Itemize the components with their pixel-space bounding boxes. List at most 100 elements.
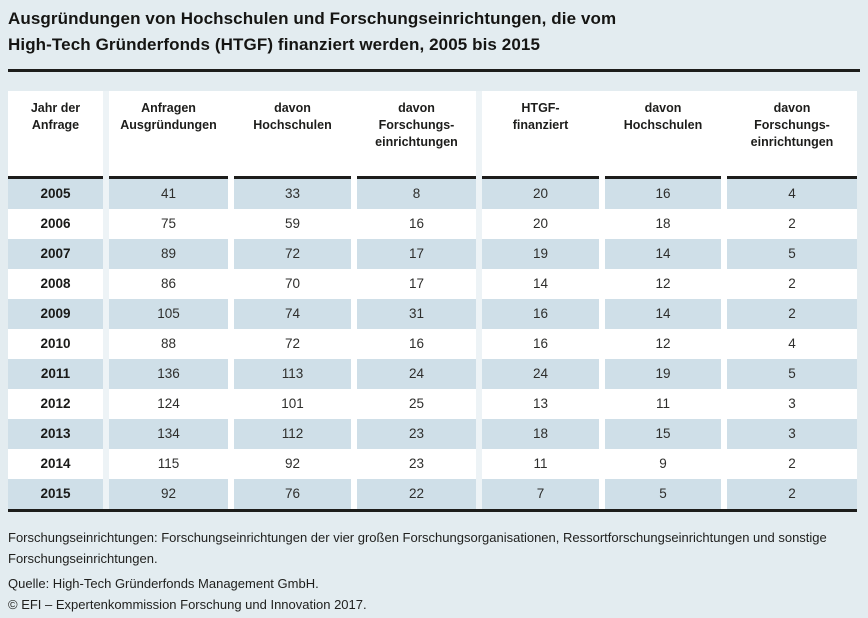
data-table: Jahr der Anfrage Anfragen Ausgründungen …: [8, 91, 857, 512]
year-cell: 2013: [8, 419, 103, 449]
value-cell: 5: [605, 479, 721, 509]
table-body: 2005 41 33 8 20 16 4 2006 75 59 16 20 18 2 2007 89 72 17 1…: [8, 179, 857, 509]
table-row-2005: 2005 41 33 8 20 16 4: [8, 179, 857, 209]
value-cell: 20: [482, 179, 599, 209]
value-cell: 16: [482, 299, 599, 329]
value-cell: 92: [234, 449, 351, 479]
value-cell: 59: [234, 209, 351, 239]
table-row-2007: 2007 89 72 17 19 14 5: [8, 239, 857, 269]
year-cell: 2008: [8, 269, 103, 299]
value-cell: 18: [605, 209, 721, 239]
value-cell: 5: [727, 239, 857, 269]
year-cell: 2010: [8, 329, 103, 359]
value-cell: 105: [109, 299, 228, 329]
year-cell: 2005: [8, 179, 103, 209]
year-cell: 2011: [8, 359, 103, 389]
value-cell: 86: [109, 269, 228, 299]
value-cell: 15: [605, 419, 721, 449]
value-cell: 17: [357, 239, 476, 269]
value-cell: 115: [109, 449, 228, 479]
value-cell: 16: [357, 329, 476, 359]
value-cell: 41: [109, 179, 228, 209]
value-cell: 14: [482, 269, 599, 299]
table-header-row: Jahr der Anfrage Anfragen Ausgründungen …: [8, 91, 857, 179]
value-cell: 2: [727, 299, 857, 329]
year-cell: 2012: [8, 389, 103, 419]
value-cell: 2: [727, 479, 857, 509]
value-cell: 72: [234, 329, 351, 359]
value-cell: 19: [605, 359, 721, 389]
value-cell: 16: [605, 179, 721, 209]
value-cell: 19: [482, 239, 599, 269]
value-cell: 12: [605, 329, 721, 359]
value-cell: 11: [482, 449, 599, 479]
value-cell: 11: [605, 389, 721, 419]
table-row-2014: 2014 115 92 23 11 9 2: [8, 449, 857, 479]
year-cell: 2015: [8, 479, 103, 509]
value-cell: 76: [234, 479, 351, 509]
value-cell: 74: [234, 299, 351, 329]
value-cell: 14: [605, 299, 721, 329]
table-row-2008: 2008 86 70 17 14 12 2: [8, 269, 857, 299]
table-row-2011: 2011 136 113 24 24 19 5: [8, 359, 857, 389]
value-cell: 23: [357, 449, 476, 479]
value-cell: 70: [234, 269, 351, 299]
table-row-2009: 2009 105 74 31 16 14 2: [8, 299, 857, 329]
value-cell: 16: [482, 329, 599, 359]
year-cell: 2007: [8, 239, 103, 269]
value-cell: 3: [727, 389, 857, 419]
value-cell: 134: [109, 419, 228, 449]
value-cell: 113: [234, 359, 351, 389]
year-cell: 2006: [8, 209, 103, 239]
year-cell: 2014: [8, 449, 103, 479]
value-cell: 13: [482, 389, 599, 419]
value-cell: 7: [482, 479, 599, 509]
figure-title: Ausgründungen von Hochschulen und Forsch…: [8, 9, 617, 54]
year-cell: 2009: [8, 299, 103, 329]
value-cell: 88: [109, 329, 228, 359]
value-cell: 12: [605, 269, 721, 299]
footnote-source: Quelle: High-Tech Gründerfonds Managemen…: [8, 576, 319, 591]
value-cell: 14: [605, 239, 721, 269]
value-cell: 24: [357, 359, 476, 389]
table-row-2015: 2015 92 76 22 7 5 2: [8, 479, 857, 509]
table-row-2010: 2010 88 72 16 16 12 4: [8, 329, 857, 359]
column-header-jahr: Jahr der Anfrage: [8, 91, 103, 179]
title-divider-rule: [8, 69, 860, 72]
column-header-anfragen: Anfragen Ausgründungen: [109, 91, 228, 179]
value-cell: 18: [482, 419, 599, 449]
value-cell: 101: [234, 389, 351, 419]
column-header-forschung-1: davon Forschungs- einrichtungen: [357, 91, 476, 179]
column-header-hochschulen-2: davon Hochschulen: [605, 91, 721, 179]
value-cell: 92: [109, 479, 228, 509]
value-cell: 16: [357, 209, 476, 239]
footnote-copyright: © EFI – Expertenkommission Forschung und…: [8, 597, 367, 612]
value-cell: 31: [357, 299, 476, 329]
table-row-2006: 2006 75 59 16 20 18 2: [8, 209, 857, 239]
value-cell: 89: [109, 239, 228, 269]
value-cell: 2: [727, 269, 857, 299]
value-cell: 20: [482, 209, 599, 239]
value-cell: 112: [234, 419, 351, 449]
value-cell: 22: [357, 479, 476, 509]
value-cell: 23: [357, 419, 476, 449]
value-cell: 124: [109, 389, 228, 419]
value-cell: 9: [605, 449, 721, 479]
value-cell: 33: [234, 179, 351, 209]
value-cell: 75: [109, 209, 228, 239]
column-header-htgf: HTGF- finanziert: [482, 91, 599, 179]
column-header-hochschulen-1: davon Hochschulen: [234, 91, 351, 179]
value-cell: 8: [357, 179, 476, 209]
value-cell: 5: [727, 359, 857, 389]
footnotes: Forschungseinrichtungen: Forschungseinri…: [8, 527, 860, 615]
table-row-2013: 2013 134 112 23 18 15 3: [8, 419, 857, 449]
value-cell: 3: [727, 419, 857, 449]
value-cell: 4: [727, 329, 857, 359]
value-cell: 4: [727, 179, 857, 209]
value-cell: 2: [727, 209, 857, 239]
value-cell: 25: [357, 389, 476, 419]
value-cell: 17: [357, 269, 476, 299]
footnote-definition: Forschungseinrichtungen: Forschungseinri…: [8, 530, 827, 566]
value-cell: 72: [234, 239, 351, 269]
